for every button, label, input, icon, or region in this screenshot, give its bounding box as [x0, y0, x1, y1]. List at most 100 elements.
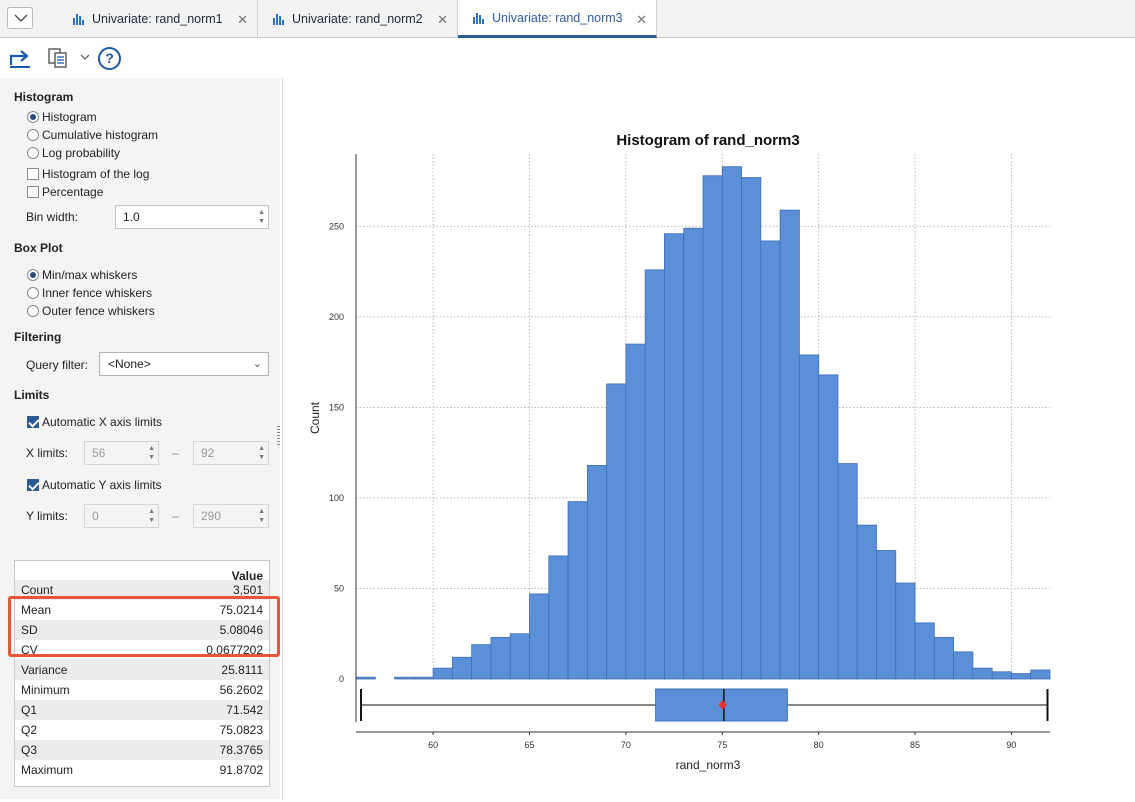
spin-arrows-icon[interactable]: ▲ ▼: [258, 209, 265, 225]
statistic-name: Count: [21, 583, 54, 597]
spin-arrows-icon: ▲ ▼: [148, 508, 155, 524]
histogram-bar: [798, 354, 820, 680]
x-axis-label: rand_norm3: [676, 758, 741, 772]
radio-outer-fence-whiskers[interactable]: Outer fence whiskers: [27, 304, 155, 318]
radio-indicator[interactable]: [27, 129, 39, 141]
histogram-bar: [471, 644, 492, 680]
y-tick-label: 150: [329, 402, 344, 412]
checkbox-percentage[interactable]: Percentage: [27, 185, 103, 199]
x-tick-label: 90: [1006, 740, 1016, 750]
x-tick-label: 60: [428, 740, 438, 750]
y-tick-label: 50: [334, 583, 344, 593]
checkbox-histogram-of-log[interactable]: Histogram of the log: [27, 167, 149, 181]
histogram-bar: [625, 343, 646, 680]
statistic-name: CV: [21, 643, 38, 657]
histogram-bar: [953, 651, 974, 680]
statistics-table: Value Count 3,501 Mean 75.0214 SD 5.08046 CV 0.…: [14, 560, 270, 787]
histogram-bar: [1030, 669, 1051, 680]
y-tick-label: 200: [329, 312, 344, 322]
radio-min-max-whiskers[interactable]: Min/max whiskers: [27, 268, 137, 282]
histogram-bar: [451, 656, 473, 680]
radio-label: Histogram: [42, 110, 97, 124]
radio-indicator[interactable]: [27, 287, 39, 299]
statistic-name: Q1: [21, 703, 38, 717]
checkbox-indicator[interactable]: [27, 416, 39, 428]
statistic-name: SD: [21, 623, 38, 637]
chevron-down-icon: [14, 14, 28, 23]
chart-grid: [356, 154, 1050, 679]
histogram-icon: [73, 14, 84, 25]
close-icon[interactable]: ✕: [437, 12, 448, 27]
histogram-bar: [413, 676, 434, 680]
histogram-bar: [606, 383, 627, 680]
statistic-name: Q3: [21, 743, 38, 757]
radio-cumulative-histogram[interactable]: Cumulative histogram: [27, 128, 158, 142]
y-axis-label: Count: [308, 401, 322, 434]
y-min-input[interactable]: 0 ▲ ▼: [84, 504, 159, 528]
statistic-value: 75.0823: [219, 723, 263, 737]
tab-rand-norm1[interactable]: Univariate: rand_norm1 ✕: [58, 0, 258, 38]
statistic-value: 91.8702: [219, 763, 263, 777]
export-icon[interactable]: [8, 47, 32, 69]
checkbox-indicator[interactable]: [27, 168, 39, 180]
histogram-bar: [548, 555, 569, 680]
y-tick-label: 100: [329, 493, 344, 503]
radio-indicator[interactable]: [27, 111, 39, 123]
panel-splitter-handle[interactable]: [277, 426, 280, 448]
radio-log-probability[interactable]: Log probability: [27, 146, 120, 160]
checkbox-indicator[interactable]: [27, 479, 39, 491]
tab-list-menu-button[interactable]: [7, 7, 33, 29]
query-filter-select[interactable]: <None> ⌄: [99, 352, 269, 376]
histogram-bar: [914, 622, 935, 680]
histogram-chart[interactable]: Histogram of rand_norm3 0 50 100 150 200 250 6…: [283, 78, 1135, 799]
spin-arrows-icon: ▲ ▼: [258, 508, 265, 524]
radio-indicator[interactable]: [27, 269, 39, 281]
close-icon[interactable]: ✕: [636, 12, 647, 27]
x-min-input[interactable]: 56 ▲ ▼: [84, 441, 159, 465]
histogram-bar: [567, 501, 588, 680]
x-max-input[interactable]: 92 ▲ ▼: [193, 441, 269, 465]
tab-label: Univariate: rand_norm1: [92, 12, 223, 26]
radio-indicator[interactable]: [27, 305, 39, 317]
chart-axes: 0 50 100 150 200 250 60 65 70 75 80 85 90: [329, 154, 1050, 750]
range-dash: –: [172, 509, 179, 523]
histogram-bar: [529, 593, 550, 680]
checkbox-label: Percentage: [42, 185, 104, 199]
toolbar: ?: [0, 39, 1135, 75]
close-icon[interactable]: ✕: [237, 12, 248, 27]
statistic-value: 3,501: [232, 583, 263, 597]
statistic-name: Minimum: [21, 683, 70, 697]
x-tick-label: 65: [524, 740, 534, 750]
radio-label: Min/max whiskers: [42, 268, 138, 282]
x-max-value: 92: [201, 446, 215, 460]
bin-width-label: Bin width:: [26, 210, 79, 224]
bin-width-value: 1.0: [123, 210, 140, 224]
histogram-bar: [644, 269, 665, 680]
tab-rand-norm2[interactable]: Univariate: rand_norm2 ✕: [258, 0, 458, 38]
statistics-row: Minimum 56.2602: [15, 680, 269, 700]
checkbox-label: Automatic X axis limits: [42, 415, 163, 429]
help-icon[interactable]: ?: [98, 47, 121, 70]
checkbox-auto-x-limits[interactable]: Automatic X axis limits: [27, 415, 162, 429]
statistics-row: Count 3,501: [15, 580, 269, 600]
statistic-name: Variance: [21, 663, 68, 677]
statistics-row: Q3 78.3765: [15, 740, 269, 760]
radio-indicator[interactable]: [27, 147, 39, 159]
radio-histogram[interactable]: Histogram: [27, 110, 97, 124]
y-max-input[interactable]: 290 ▲ ▼: [193, 504, 269, 528]
tab-rand-norm3[interactable]: Univariate: rand_norm3 ✕: [458, 0, 657, 38]
copy-icon[interactable]: [46, 47, 70, 69]
bin-width-input[interactable]: 1.0 ▲ ▼: [115, 205, 269, 229]
radio-inner-fence-whiskers[interactable]: Inner fence whiskers: [27, 286, 152, 300]
chevron-down-icon[interactable]: [80, 53, 90, 61]
x-tick-label: 75: [717, 740, 727, 750]
checkbox-indicator[interactable]: [27, 186, 39, 198]
checkbox-auto-y-limits[interactable]: Automatic Y axis limits: [27, 478, 162, 492]
histogram-icon: [273, 14, 284, 25]
statistic-value: 0.0677202: [206, 643, 263, 657]
statistic-value: 5.08046: [219, 623, 263, 637]
statistic-name: Maximum: [21, 763, 74, 777]
y-tick-label: 250: [329, 221, 344, 231]
range-dash: –: [172, 446, 179, 460]
y-tick-label: 0: [339, 674, 344, 684]
